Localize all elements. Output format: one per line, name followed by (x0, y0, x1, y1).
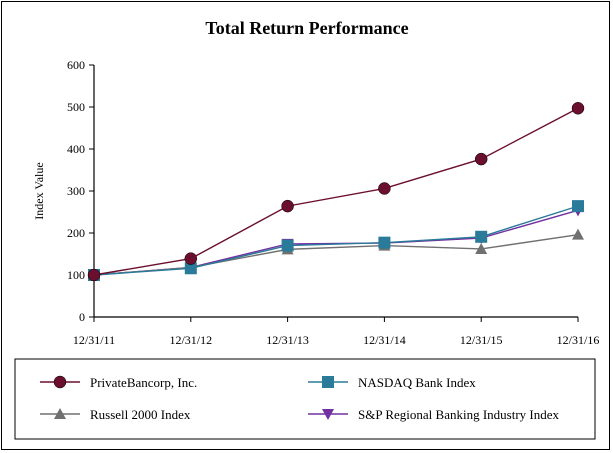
legend-marker (53, 375, 67, 389)
data-point (571, 102, 585, 115)
axes: 0 100 200 300 400 500 600 12/31/11 12/31/12 12/31… (67, 58, 599, 347)
legend-label: NASDAQ Bank Index (358, 375, 476, 390)
data-point (87, 268, 101, 282)
y-tick-label: 600 (67, 58, 85, 72)
legend-label: PrivateBancorp, Inc. (90, 375, 197, 390)
legend-marker (322, 376, 334, 388)
series-nasdaq-bank-index (88, 200, 584, 281)
data-point (281, 239, 294, 252)
data-point (378, 236, 391, 249)
chart-title: Total Return Performance (205, 18, 408, 38)
data-point (281, 199, 294, 213)
legend-label: S&P Regional Banking Industry Index (358, 407, 560, 422)
series-line (93, 233, 579, 276)
legend-label: Russell 2000 Index (90, 407, 191, 422)
data-point (474, 152, 488, 166)
series-privatebancorp-inc- (87, 102, 585, 282)
series-layer (87, 102, 585, 282)
data-point (572, 200, 584, 213)
data-point (378, 182, 391, 195)
legend-item: Russell 2000 Index (40, 407, 191, 422)
legend-box (14, 358, 596, 440)
x-tick-label: 12/31/14 (363, 333, 406, 347)
data-point (475, 230, 488, 243)
legend-item: S&P Regional Banking Industry Index (308, 407, 560, 422)
series-russell-2000-index (88, 228, 584, 280)
y-tick-label: 100 (67, 268, 85, 282)
data-point (572, 228, 584, 240)
series-line (93, 209, 579, 276)
data-point (184, 262, 197, 275)
legend-marker (322, 409, 334, 420)
legend-item: NASDAQ Bank Index (308, 375, 476, 390)
data-point (475, 242, 488, 254)
y-tick-label: 300 (67, 184, 85, 198)
x-tick-label: 12/31/12 (169, 333, 212, 347)
x-tick-label: 12/31/13 (266, 333, 309, 347)
y-tick-label: 0 (79, 310, 85, 324)
series-line (93, 107, 579, 276)
legend-marker (54, 408, 66, 419)
legend-item: PrivateBancorp, Inc. (40, 375, 197, 390)
legend: PrivateBancorp, Inc. NASDAQ Bank Index Rus… (14, 358, 596, 440)
x-tick-label: 12/31/11 (73, 333, 115, 347)
x-tick-label: 12/31/16 (557, 333, 600, 347)
x-tick-label: 12/31/15 (460, 333, 503, 347)
y-tick-label: 200 (67, 226, 85, 240)
data-point (184, 252, 198, 265)
y-tick-label: 400 (67, 142, 85, 156)
y-axis-label: Index Value (32, 162, 46, 219)
series-line (93, 205, 579, 276)
y-tick-label: 500 (67, 100, 85, 114)
